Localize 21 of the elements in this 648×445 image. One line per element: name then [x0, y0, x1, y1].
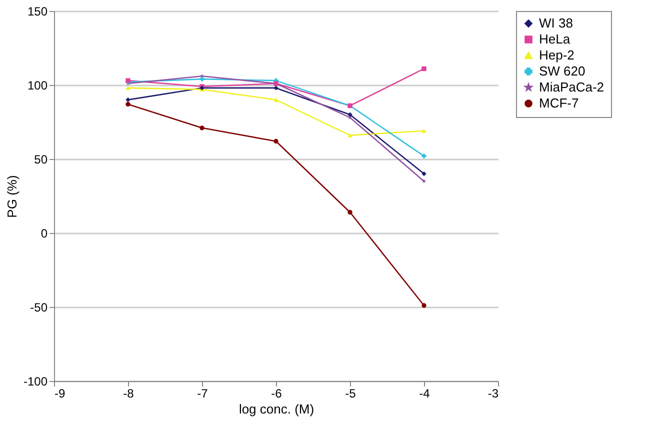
legend-label: WI 38 [539, 16, 573, 30]
y-tick-label: 150 [27, 4, 48, 18]
x-tick-label: -3 [488, 386, 499, 400]
y-tick-label: 0 [40, 226, 48, 240]
x-tick-label: -5 [345, 386, 356, 400]
legend-label: MCF-7 [539, 96, 579, 110]
legend-label: SW 620 [539, 64, 586, 78]
y-tick-label: 100 [27, 78, 48, 92]
y-tick-label: 50 [34, 152, 48, 166]
legend-label: HeLa [539, 32, 571, 46]
y-tick-label: -50 [30, 300, 48, 314]
y-tick-label: -100 [23, 374, 48, 388]
y-axis-title: PG (%) [4, 175, 20, 218]
x-tick-label: -7 [197, 386, 208, 400]
x-axis-title: log conc. (M) [238, 402, 314, 416]
x-tick-label: -9 [54, 386, 66, 400]
legend-label: MiaPaCa-2 [539, 80, 604, 94]
x-tick-label: -4 [419, 386, 430, 400]
x-tick-label: -8 [123, 386, 134, 400]
legend-label: Hep-2 [539, 48, 574, 62]
x-tick-label: -6 [271, 386, 282, 400]
